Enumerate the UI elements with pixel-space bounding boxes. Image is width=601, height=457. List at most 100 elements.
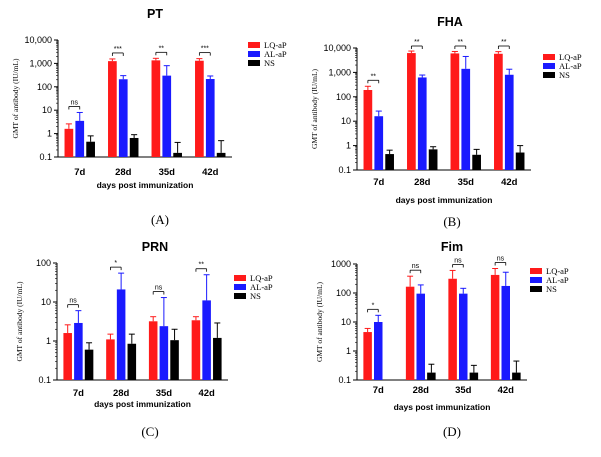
legend-label: LQ-aP xyxy=(546,266,569,276)
legend-swatch-lq-ap xyxy=(248,42,260,48)
y-axis-label: GMT of antibody (IU/mL) xyxy=(11,58,20,139)
significance-label: ** xyxy=(458,39,464,46)
legend-label: LQ-aP xyxy=(559,52,582,62)
x-tick-label: 7d xyxy=(73,388,84,399)
x-tick-label: 42d xyxy=(501,177,518,188)
y-tick-label: 10 xyxy=(42,105,52,115)
bar-al-ap-35d xyxy=(459,293,468,380)
x-tick-label: 7d xyxy=(74,167,85,178)
legend-label: LQ-aP xyxy=(264,40,287,50)
legend-swatch-ns xyxy=(234,293,246,299)
x-tick-label: 28d xyxy=(115,167,132,178)
legend-swatch-al-ap xyxy=(530,277,542,283)
y-tick-label: 1,000 xyxy=(328,67,351,77)
legend-label: AL-aP xyxy=(546,275,569,285)
bar-lq-ap-28d xyxy=(405,286,415,380)
x-axis-label: days post immunization xyxy=(394,402,491,412)
bar-lq-ap-7d xyxy=(363,89,373,170)
x-tick-label: 42d xyxy=(202,167,219,178)
bar-lq-ap-35d xyxy=(148,321,158,380)
bar-ns-28d xyxy=(427,372,436,380)
bar-lq-ap-42d xyxy=(494,53,503,171)
y-tick-label: 1 xyxy=(46,336,51,346)
legend-swatch-al-ap xyxy=(234,284,246,290)
bar-ns-28d xyxy=(129,137,139,157)
chart-title: PT xyxy=(147,7,163,21)
y-tick-label: 10 xyxy=(341,116,351,126)
legend-label: NS xyxy=(559,70,570,80)
y-tick-label: 0.1 xyxy=(38,375,51,385)
y-axis-label: GMT of antibody (IU/mL) xyxy=(15,281,24,362)
bar-al-ap-28d xyxy=(417,77,427,170)
x-tick-label: 35d xyxy=(455,385,472,396)
legend-swatch-lq-ap xyxy=(530,268,542,274)
legend-label: NS xyxy=(250,291,261,301)
significance-label: * xyxy=(114,260,117,267)
y-tick-label: 10,000 xyxy=(24,35,52,45)
bar-al-ap-7d xyxy=(374,322,383,380)
bar-ns-7d xyxy=(385,154,394,170)
y-tick-label: 0.1 xyxy=(39,152,52,162)
y-tick-label: 10 xyxy=(341,317,351,327)
bar-lq-ap-28d xyxy=(407,53,416,170)
y-tick-label: 1 xyxy=(346,141,351,151)
x-axis-label: days post immunization xyxy=(94,399,191,409)
bar-al-ap-35d xyxy=(159,326,169,380)
chart-panel-pt: PT 0.1 1 10 100 1,000 10,000 days post immuniza… xyxy=(11,7,287,227)
legend-label: AL-aP xyxy=(559,61,582,71)
chart-panel-prn: PRN 0.1 1 10 100 days post immunization GMT of… xyxy=(15,240,273,439)
bar-al-ap-7d xyxy=(374,116,384,170)
bar-ns-35d xyxy=(472,154,481,170)
significance-label: ns xyxy=(412,263,420,270)
panel-label: (B) xyxy=(443,214,460,229)
bar-al-ap-42d xyxy=(501,285,510,380)
x-tick-label: 35d xyxy=(159,167,176,178)
y-axis-label: GMT of antibody (IU/mL) xyxy=(315,281,324,362)
bar-ns-42d xyxy=(515,152,525,170)
x-tick-label: 42d xyxy=(198,388,215,399)
y-tick-label: 100 xyxy=(37,82,52,92)
y-tick-label: 1 xyxy=(47,129,52,139)
significance-label: ns xyxy=(454,257,462,264)
significance-label: ns xyxy=(155,285,163,292)
bar-ns-42d xyxy=(512,372,521,380)
x-tick-label: 7d xyxy=(373,177,384,188)
x-tick-label: 35d xyxy=(458,177,475,188)
significance-label: ** xyxy=(199,262,205,269)
bar-lq-ap-42d xyxy=(191,320,201,380)
legend-swatch-al-ap xyxy=(543,63,555,69)
bar-lq-ap-35d xyxy=(450,53,460,170)
bar-al-ap-28d xyxy=(118,79,128,157)
bar-lq-ap-28d xyxy=(106,339,115,380)
y-axis-label: GMT of antibody (IU/mL) xyxy=(310,68,319,149)
legend-label: NS xyxy=(264,58,275,68)
bar-al-ap-35d xyxy=(461,68,471,170)
legend-label: AL-aP xyxy=(250,282,273,292)
bar-lq-ap-7d xyxy=(363,332,372,380)
legend-label: NS xyxy=(546,284,557,294)
legend-label: AL-aP xyxy=(264,49,287,59)
bar-ns-28d xyxy=(127,343,137,380)
significance-label: ns xyxy=(497,255,505,262)
y-tick-label: 0.1 xyxy=(338,375,351,385)
panel-label: (C) xyxy=(141,424,158,439)
significance-label: * xyxy=(372,302,375,309)
bar-al-ap-42d xyxy=(504,74,514,170)
panel-label: (A) xyxy=(151,212,169,227)
bar-ns-35d xyxy=(173,152,182,157)
bar-lq-ap-7d xyxy=(64,128,74,157)
bar-ns-7d xyxy=(86,141,95,157)
chart-title: PRN xyxy=(142,240,168,254)
bar-al-ap-7d xyxy=(75,120,85,157)
y-tick-label: 1 xyxy=(346,346,351,356)
legend-swatch-al-ap xyxy=(248,51,260,57)
legend-swatch-ns xyxy=(248,60,260,66)
significance-label: ** xyxy=(414,39,420,46)
bar-ns-35d xyxy=(469,372,479,380)
bar-al-ap-35d xyxy=(162,75,172,157)
legend-swatch-lq-ap xyxy=(543,54,555,60)
x-tick-label: 7d xyxy=(373,385,384,396)
chart-panel-fim: Fim 0.1 1 10 100 1000 days post immunization GM… xyxy=(315,240,569,439)
significance-label: *** xyxy=(114,46,122,53)
y-tick-label: 100 xyxy=(336,92,351,102)
